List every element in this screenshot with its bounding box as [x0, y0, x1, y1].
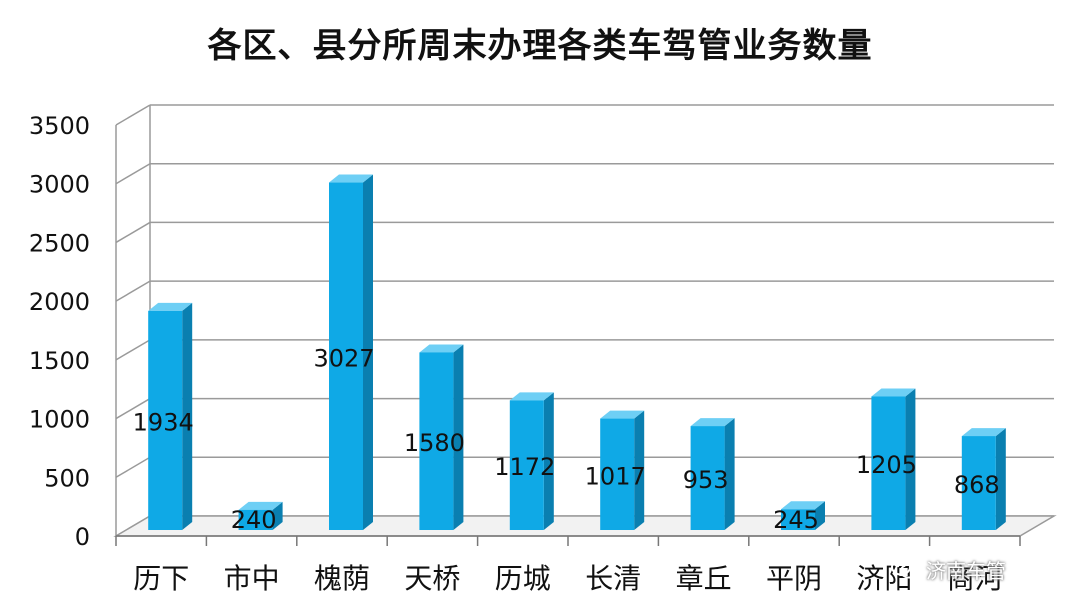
- bar-top: [961, 428, 1006, 437]
- gridline-depth: [115, 221, 151, 244]
- bar: [961, 436, 996, 530]
- bar-side: [543, 392, 554, 530]
- data-label: 1172: [494, 453, 555, 481]
- bar: [419, 352, 454, 530]
- watermark-text: 济南车管: [926, 558, 1006, 583]
- data-label: 3027: [313, 344, 374, 372]
- x-tick-label: 长清: [585, 562, 641, 595]
- data-label: 868: [954, 471, 1000, 499]
- y-tick-label: 3500: [29, 112, 90, 140]
- watermark: 济南车管: [890, 552, 1006, 586]
- bar-side: [634, 410, 645, 530]
- x-tick-label: 章丘: [676, 562, 732, 595]
- gridline-depth: [115, 456, 151, 478]
- gridline-depth: [115, 339, 151, 361]
- bar: [509, 400, 544, 530]
- y-tick-label: 1000: [29, 406, 90, 434]
- x-tick-label: 槐荫: [314, 562, 370, 595]
- bar-side: [995, 428, 1006, 530]
- bar: [329, 182, 363, 531]
- bar: [148, 310, 183, 530]
- gridline-depth: [115, 104, 151, 126]
- bar-side: [905, 388, 916, 530]
- bar: [871, 396, 906, 530]
- data-label: 1017: [585, 462, 646, 490]
- bar-top: [871, 388, 916, 397]
- bar: [781, 509, 815, 530]
- x-tick-label: 历城: [495, 562, 551, 595]
- bar-top: [509, 392, 554, 401]
- chart-title: 各区、县分所周末办理各类车驾管业务数量: [207, 26, 873, 66]
- bar-side: [363, 174, 373, 531]
- y-tick-label: 0: [75, 523, 90, 551]
- y-tick-label: 2500: [29, 229, 90, 257]
- x-tick-label: 市中: [224, 562, 280, 595]
- x-tick-label: 历下: [133, 562, 189, 595]
- data-label: 1205: [856, 451, 917, 479]
- x-tick-label: 平阴: [766, 562, 822, 595]
- bar-top: [419, 344, 464, 353]
- data-label: 245: [773, 506, 819, 534]
- gridline-depth: [115, 397, 151, 420]
- bar: [238, 509, 273, 530]
- bar-top: [329, 174, 373, 183]
- data-label: 1580: [404, 429, 465, 457]
- x-tick-label: 商河: [947, 562, 1003, 595]
- bar-side: [272, 501, 283, 530]
- y-tick-label: 3000: [29, 171, 90, 199]
- bar-top: [238, 501, 283, 510]
- data-label: 1934: [133, 408, 194, 436]
- y-tick-label: 1500: [29, 347, 90, 375]
- wechat-icon: [891, 558, 918, 579]
- gridline-depth: [115, 280, 151, 302]
- data-label: 953: [683, 466, 729, 494]
- data-label: 240: [231, 506, 277, 534]
- y-tick-label: 2000: [29, 288, 90, 316]
- bar-top: [781, 501, 825, 510]
- bar-top: [690, 418, 735, 427]
- bar: [690, 426, 725, 530]
- bar: [600, 418, 635, 530]
- bar-side: [182, 302, 193, 530]
- bar-top: [600, 410, 645, 419]
- bar-side: [724, 418, 735, 530]
- bar-side: [453, 344, 464, 530]
- gridline-depth: [115, 163, 151, 185]
- bar-side: [815, 501, 825, 530]
- y-tick-label: 500: [44, 464, 90, 492]
- bar-top: [148, 302, 193, 311]
- x-tick-label: 天桥: [404, 562, 460, 595]
